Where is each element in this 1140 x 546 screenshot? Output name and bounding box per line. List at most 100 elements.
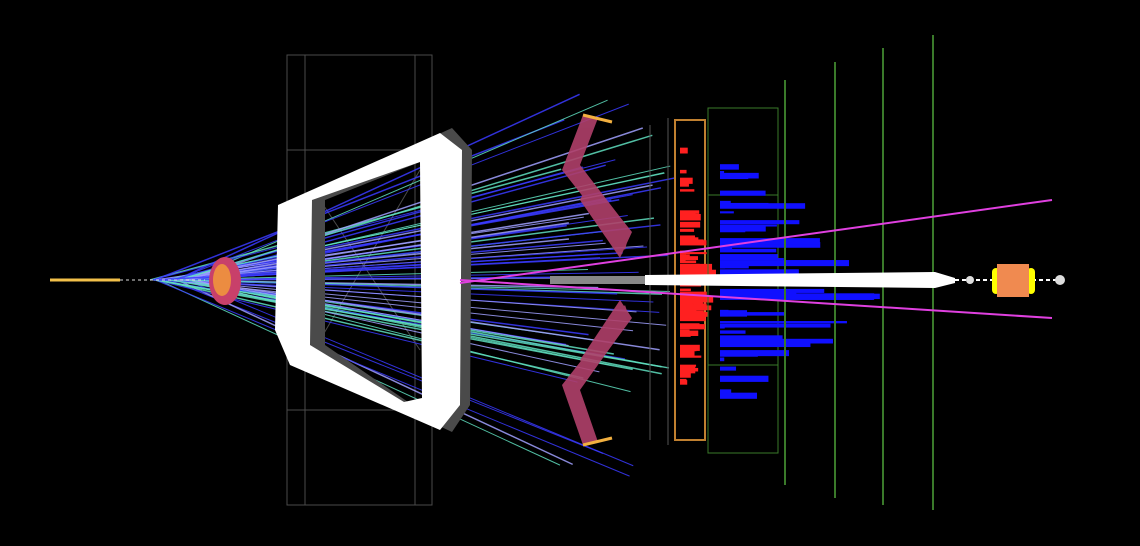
muon-track-upper xyxy=(459,199,1053,284)
ecal-hit xyxy=(680,367,699,372)
hcal-hit xyxy=(720,248,777,253)
ecal-hit xyxy=(680,256,699,261)
track xyxy=(169,184,653,281)
ecal-hit xyxy=(680,257,686,261)
rich-mirrors xyxy=(562,115,632,445)
rich-mirror-upper-inner xyxy=(580,180,632,258)
hcal-hit xyxy=(720,340,811,348)
hcal-hit xyxy=(720,269,799,275)
track xyxy=(185,279,634,467)
hcal-hit xyxy=(720,309,729,317)
hcal-hit xyxy=(720,242,821,248)
hcal-hit xyxy=(720,240,728,246)
ecal-hit xyxy=(680,364,697,367)
ecal-hit xyxy=(680,213,701,221)
ecal-hit xyxy=(680,344,700,351)
track xyxy=(175,93,580,281)
hcal-hit xyxy=(720,172,759,179)
hcal-hit xyxy=(720,164,739,170)
particle-tracks xyxy=(149,93,675,477)
hcal-hit xyxy=(720,271,750,276)
beam-pipe xyxy=(645,272,955,288)
hcal-hit xyxy=(720,357,725,362)
hcal-hit xyxy=(720,190,766,196)
ecal-hit xyxy=(680,177,693,184)
hcal-hit xyxy=(720,288,825,293)
track xyxy=(169,279,604,454)
hcal-hit xyxy=(720,354,758,357)
track xyxy=(184,222,569,281)
ecal-hit xyxy=(680,221,701,228)
track xyxy=(185,279,637,313)
track xyxy=(154,279,670,369)
hcal-hit xyxy=(720,239,819,245)
track xyxy=(186,99,608,281)
ecal-hit xyxy=(680,228,695,232)
track xyxy=(154,119,565,281)
ecal-hit xyxy=(680,355,702,358)
track xyxy=(174,103,629,281)
ecal-hit xyxy=(680,371,691,378)
ecal-hit xyxy=(680,260,697,264)
hcal-hit xyxy=(720,258,784,261)
ecal-hit xyxy=(680,235,695,240)
hcal-hit xyxy=(720,323,831,328)
ecal-hit xyxy=(680,269,716,275)
ecal-hit xyxy=(680,211,696,216)
ecal-hit xyxy=(680,189,695,192)
hcal-hit xyxy=(720,366,737,371)
track xyxy=(175,212,589,281)
hcal-hit xyxy=(720,330,746,334)
ecal-hit xyxy=(680,288,691,292)
rich-cap-bottom xyxy=(582,436,613,447)
vertex-core xyxy=(213,264,231,296)
track xyxy=(155,279,630,477)
hcal-hit xyxy=(720,224,777,227)
ecal-hit xyxy=(680,295,714,303)
ecal-hit xyxy=(680,351,695,357)
ecal-hit xyxy=(680,304,707,311)
ecal-hit xyxy=(680,239,704,245)
track xyxy=(169,257,601,281)
beam-pipe-gray xyxy=(550,276,650,284)
hcal-hit xyxy=(720,321,847,324)
hcal-hit xyxy=(720,263,749,269)
hcal-hit xyxy=(720,392,758,399)
hcal-hit xyxy=(720,350,790,357)
track xyxy=(173,279,667,326)
ecal-hit xyxy=(680,315,706,322)
hcal-hit xyxy=(720,335,783,341)
rich-cap-top xyxy=(582,113,613,124)
hcal-hit xyxy=(720,225,746,233)
ecal-hit xyxy=(680,309,697,312)
track xyxy=(188,279,631,393)
ecal-hit xyxy=(680,330,699,336)
hcal-hit xyxy=(720,171,725,176)
hcal-hit xyxy=(720,375,769,382)
pipe-flange-right xyxy=(1055,275,1065,285)
dipole-magnet xyxy=(275,133,462,430)
hcal-hit xyxy=(720,293,875,300)
track xyxy=(177,279,574,466)
track xyxy=(186,279,569,346)
ecal-hit xyxy=(680,365,693,369)
ecal-hit xyxy=(680,252,707,255)
ecal-hit xyxy=(680,303,693,307)
track xyxy=(170,279,614,355)
track xyxy=(188,276,611,281)
hcal-hit xyxy=(720,203,806,209)
ecal-hit xyxy=(680,263,713,271)
ecal-hit xyxy=(680,380,688,385)
ecal-hit xyxy=(680,316,689,319)
hcal-hit xyxy=(720,254,778,259)
pipe-flange-left xyxy=(966,276,974,284)
muon-track-lower xyxy=(459,279,1053,319)
ecal-hit xyxy=(680,311,709,317)
rich-mirror-lower-inner xyxy=(580,300,632,375)
hcal-hit xyxy=(720,220,800,225)
hcal-hit xyxy=(720,246,733,251)
hcal-hit xyxy=(720,211,734,214)
end-block xyxy=(997,264,1029,297)
ecal-hit xyxy=(680,323,700,330)
